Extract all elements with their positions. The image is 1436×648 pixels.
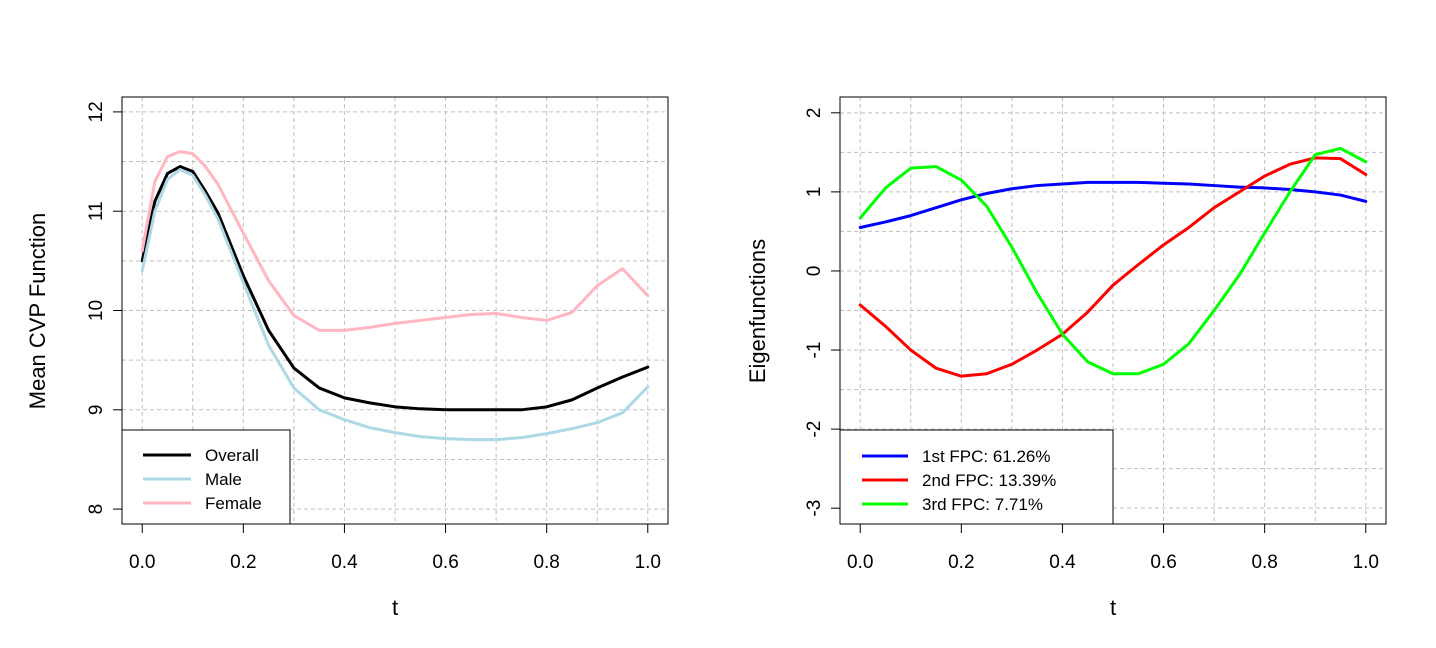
x-tick-label: 1.0 (1353, 552, 1379, 573)
series-right (858, 146, 1368, 378)
plot-frame-left (121, 96, 669, 525)
y-tick-label: 9 (86, 405, 107, 416)
legend-label-overall: Overall (205, 446, 259, 465)
x-tick-label: 0.4 (1049, 552, 1076, 573)
x-tick-label: 0.2 (230, 552, 256, 573)
legend-box-left (121, 429, 291, 525)
legend-right: 1st FPC: 61.26% 2nd FPC: 13.39% 3rd FPC:… (839, 429, 1114, 525)
series-line-female (140, 150, 650, 332)
x-ticks-right: 0.0 0.2 0.4 0.6 0.8 1.0 (847, 524, 1379, 573)
y-ticks-left: 8 9 10 11 12 (86, 101, 122, 514)
y-axis-title-right: Eigenfunctions (745, 239, 770, 383)
chart-eigenfunctions: -3 -2 -1 0 1 2 0.0 0.2 0.4 0.6 0.8 1.0 1st FPC: 61… (745, 96, 1387, 620)
series-line-male (140, 167, 650, 442)
y-tick-label: -3 (804, 500, 825, 517)
x-tick-label: 1.0 (635, 552, 661, 573)
series-line-overall (140, 165, 650, 412)
legend-label-female: Female (205, 494, 262, 513)
y-tick-label: 2 (804, 108, 825, 119)
series-line-fpc2 (858, 156, 1368, 378)
series-left (140, 150, 650, 442)
legend-label-fpc3: 3rd FPC: 7.71% (922, 495, 1043, 514)
legend-label-fpc1: 1st FPC: 61.26% (922, 447, 1051, 466)
y-tick-label: 0 (804, 266, 825, 277)
y-tick-label: 10 (86, 300, 107, 321)
x-axis-title-left: t (392, 595, 398, 620)
series-line-fpc1 (858, 180, 1368, 229)
x-tick-label: 0.8 (533, 552, 559, 573)
series-line-fpc3 (858, 146, 1368, 376)
y-tick-label: 1 (804, 187, 825, 198)
x-tick-label: 0.0 (129, 552, 155, 573)
x-tick-label: 0.0 (847, 552, 873, 573)
chart-mean-cvp: 8 9 10 11 12 0.0 0.2 0.4 0.6 0.8 1.0 Overall Male… (25, 96, 669, 620)
y-tick-label: -1 (804, 342, 825, 359)
x-tick-label: 0.4 (331, 552, 358, 573)
y-tick-label: 11 (86, 201, 107, 221)
x-tick-label: 0.8 (1251, 552, 1277, 573)
x-tick-label: 0.2 (948, 552, 974, 573)
legend-box-right (839, 429, 1114, 525)
legend-label-fpc2: 2nd FPC: 13.39% (922, 471, 1056, 490)
y-tick-label: 12 (86, 101, 107, 122)
legend-label-male: Male (205, 470, 242, 489)
x-tick-label: 0.6 (432, 552, 458, 573)
y-axis-title-left: Mean CVP Function (25, 213, 50, 409)
x-ticks-left: 0.0 0.2 0.4 0.6 0.8 1.0 (129, 524, 661, 573)
grid-left (122, 97, 668, 524)
legend-left: Overall Male Female (121, 429, 291, 525)
x-axis-title-right: t (1110, 595, 1116, 620)
x-tick-label: 0.6 (1150, 552, 1176, 573)
y-tick-label: 8 (86, 504, 107, 515)
y-ticks-right: -3 -2 -1 0 1 2 (804, 108, 840, 517)
y-tick-label: -2 (804, 421, 825, 438)
